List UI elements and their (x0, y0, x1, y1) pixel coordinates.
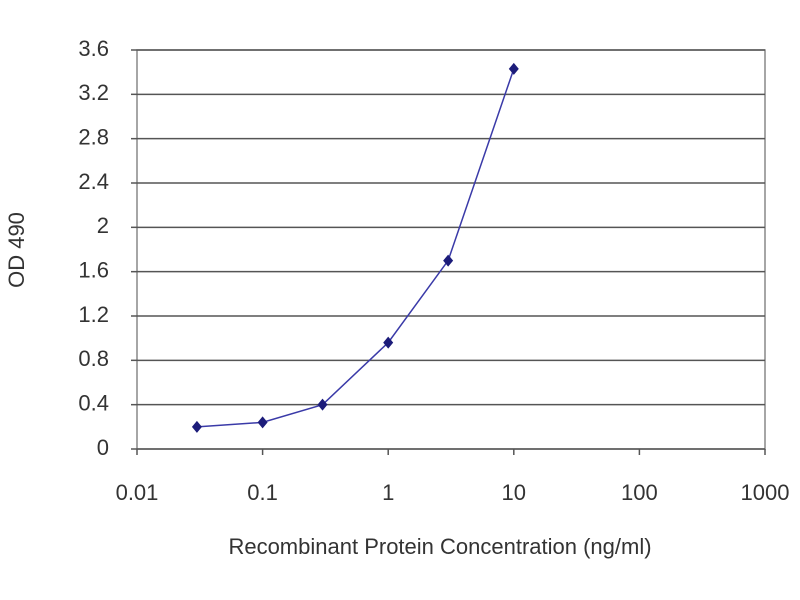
data-point (383, 336, 394, 349)
y-axis-label: OD 490 (4, 212, 29, 288)
y-tick-label: 3.2 (78, 80, 109, 105)
x-tick-label: 1000 (741, 480, 790, 505)
y-tick-label: 3.6 (78, 36, 109, 61)
data-point (443, 254, 454, 267)
x-tick-label: 100 (621, 480, 658, 505)
y-tick-label: 0.4 (78, 390, 109, 415)
data-point (257, 416, 268, 429)
x-tick-label: 10 (502, 480, 526, 505)
y-tick-label: 1.6 (78, 257, 109, 282)
data-point (508, 62, 519, 75)
y-tick-label: 0.8 (78, 346, 109, 371)
y-tick-label: 2.8 (78, 124, 109, 149)
data-point (317, 398, 328, 411)
plot-area (136, 49, 766, 450)
data-line (196, 68, 515, 428)
x-tick-label: 1 (382, 480, 394, 505)
data-point (191, 420, 202, 433)
x-tick-label: 0.01 (116, 480, 159, 505)
y-tick-label: 2 (97, 213, 109, 238)
x-axis-label: Recombinant Protein Concentration (ng/ml… (228, 534, 651, 559)
x-tick-label: 0.1 (247, 480, 278, 505)
y-tick-label: 1.2 (78, 302, 109, 327)
y-tick-label: 0 (97, 435, 109, 460)
y-tick-label: 2.4 (78, 169, 109, 194)
